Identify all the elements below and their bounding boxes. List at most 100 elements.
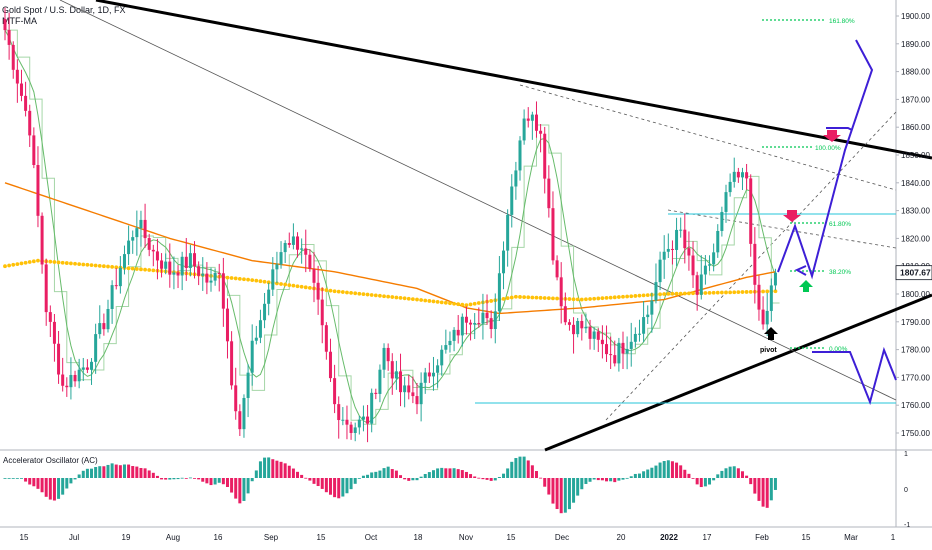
oscillator-bar [221,478,225,485]
oscillator-bar [736,468,740,478]
dotted-ma-point [345,290,349,295]
dotted-ma-point [703,291,708,295]
dotted-ma-point [258,279,263,284]
time-tick-label: 20 [617,533,626,542]
dotted-ma-point [369,293,374,297]
dotted-ma-point [534,295,539,300]
candle-body [98,323,102,335]
chart-title[interactable]: Gold Spot / U.S. Dollar, 1D, FX [2,5,126,15]
oscillator-bar [225,478,229,487]
oscillator-bar [135,466,139,478]
dotted-ma-point [365,292,370,297]
price-tick-label: 1830.00 [901,207,930,216]
oscillator-bar [712,478,716,481]
time-tick-label: Oct [365,533,378,542]
dotted-ma-point [596,296,601,301]
dotted-ma-point [60,260,65,265]
candle-body [773,272,777,286]
candle-body [464,316,468,323]
dotted-ma-point [761,289,765,294]
price-tick-label: 1860.00 [901,123,930,132]
dotted-ma-point [56,260,61,265]
candle-body [341,419,345,421]
dotted-ma-point [637,293,642,298]
candle-body [102,323,106,330]
candle-body [481,312,485,324]
oscillator-bar [287,465,291,478]
indicator-label[interactable]: MTF-MA [2,16,37,26]
candle-body [267,289,271,304]
candle-body [250,340,254,373]
oscillator-bar [431,470,435,478]
candle-body [728,181,732,193]
dotted-ma-point [476,301,481,305]
dotted-ma-point [19,261,24,266]
candle-body [77,369,81,382]
candle-body [283,242,287,253]
oscillator-bar [724,468,728,478]
candle-body [168,261,172,275]
dotted-ma-point [225,275,230,280]
dotted-ma-point [328,288,333,293]
time-tick-label: Nov [459,533,473,542]
oscillator-bar [312,478,316,484]
oscillator-bar [654,465,658,478]
candle-body [695,275,699,295]
oscillator-bar [65,478,69,489]
candle-body [448,340,452,346]
oscillator-bar [246,478,250,494]
dotted-ma-point [542,296,547,300]
dashed-diagonal-line [605,111,897,421]
time-tick-label: 16 [214,533,223,542]
oscillator-bar [15,478,19,479]
candle-body [576,320,580,335]
oscillator-bar [267,457,271,478]
candle-body [361,416,365,420]
oscillator-bar [670,461,674,478]
oscillator-bar [386,466,390,478]
dotted-ma-point [101,264,106,269]
oscillator-bar [477,477,481,479]
price-tick-label: 1880.00 [901,68,930,77]
dotted-ma-point [773,289,778,294]
oscillator-bar [666,460,670,478]
oscillator-bar [534,471,538,478]
dotted-ma-point [452,301,456,306]
oscillator-bar [642,471,646,478]
oscillator-bar [526,460,530,478]
dotted-ma-point [744,290,749,294]
candle-body [36,165,40,216]
dashed-channel-line [519,84,897,191]
oscillator-bar [48,478,52,500]
price-tick-label: 1900.00 [901,12,930,21]
oscillator-bar [271,459,275,478]
oscillator-bar [213,478,217,485]
candle-body [164,261,168,269]
time-tick-label: Mar [844,533,858,542]
up-arrow-black [764,327,778,340]
oscillator-bars [3,456,777,514]
dotted-ma-point [382,294,386,299]
oscillator-bar [563,478,567,513]
candle-body [411,392,415,397]
candle-body [69,374,73,388]
candle-body [11,44,15,70]
candle-body [699,274,703,295]
candle-body [572,324,576,335]
oscillator-bar [427,472,431,478]
candle-body [588,326,592,339]
candle-body [502,250,506,274]
time-tick-label: 2022 [660,533,678,542]
candles [3,7,777,443]
candle-body [559,277,563,307]
dotted-ma-point [7,263,12,268]
dotted-ma-point [52,260,57,264]
dotted-ma-point [468,302,473,307]
oscillator-label[interactable]: Accelerator Oscillator (AC) [3,456,98,465]
candle-body [135,228,139,238]
candle-body [61,374,65,386]
candle-body [333,378,337,405]
dotted-ma-point [106,264,110,269]
